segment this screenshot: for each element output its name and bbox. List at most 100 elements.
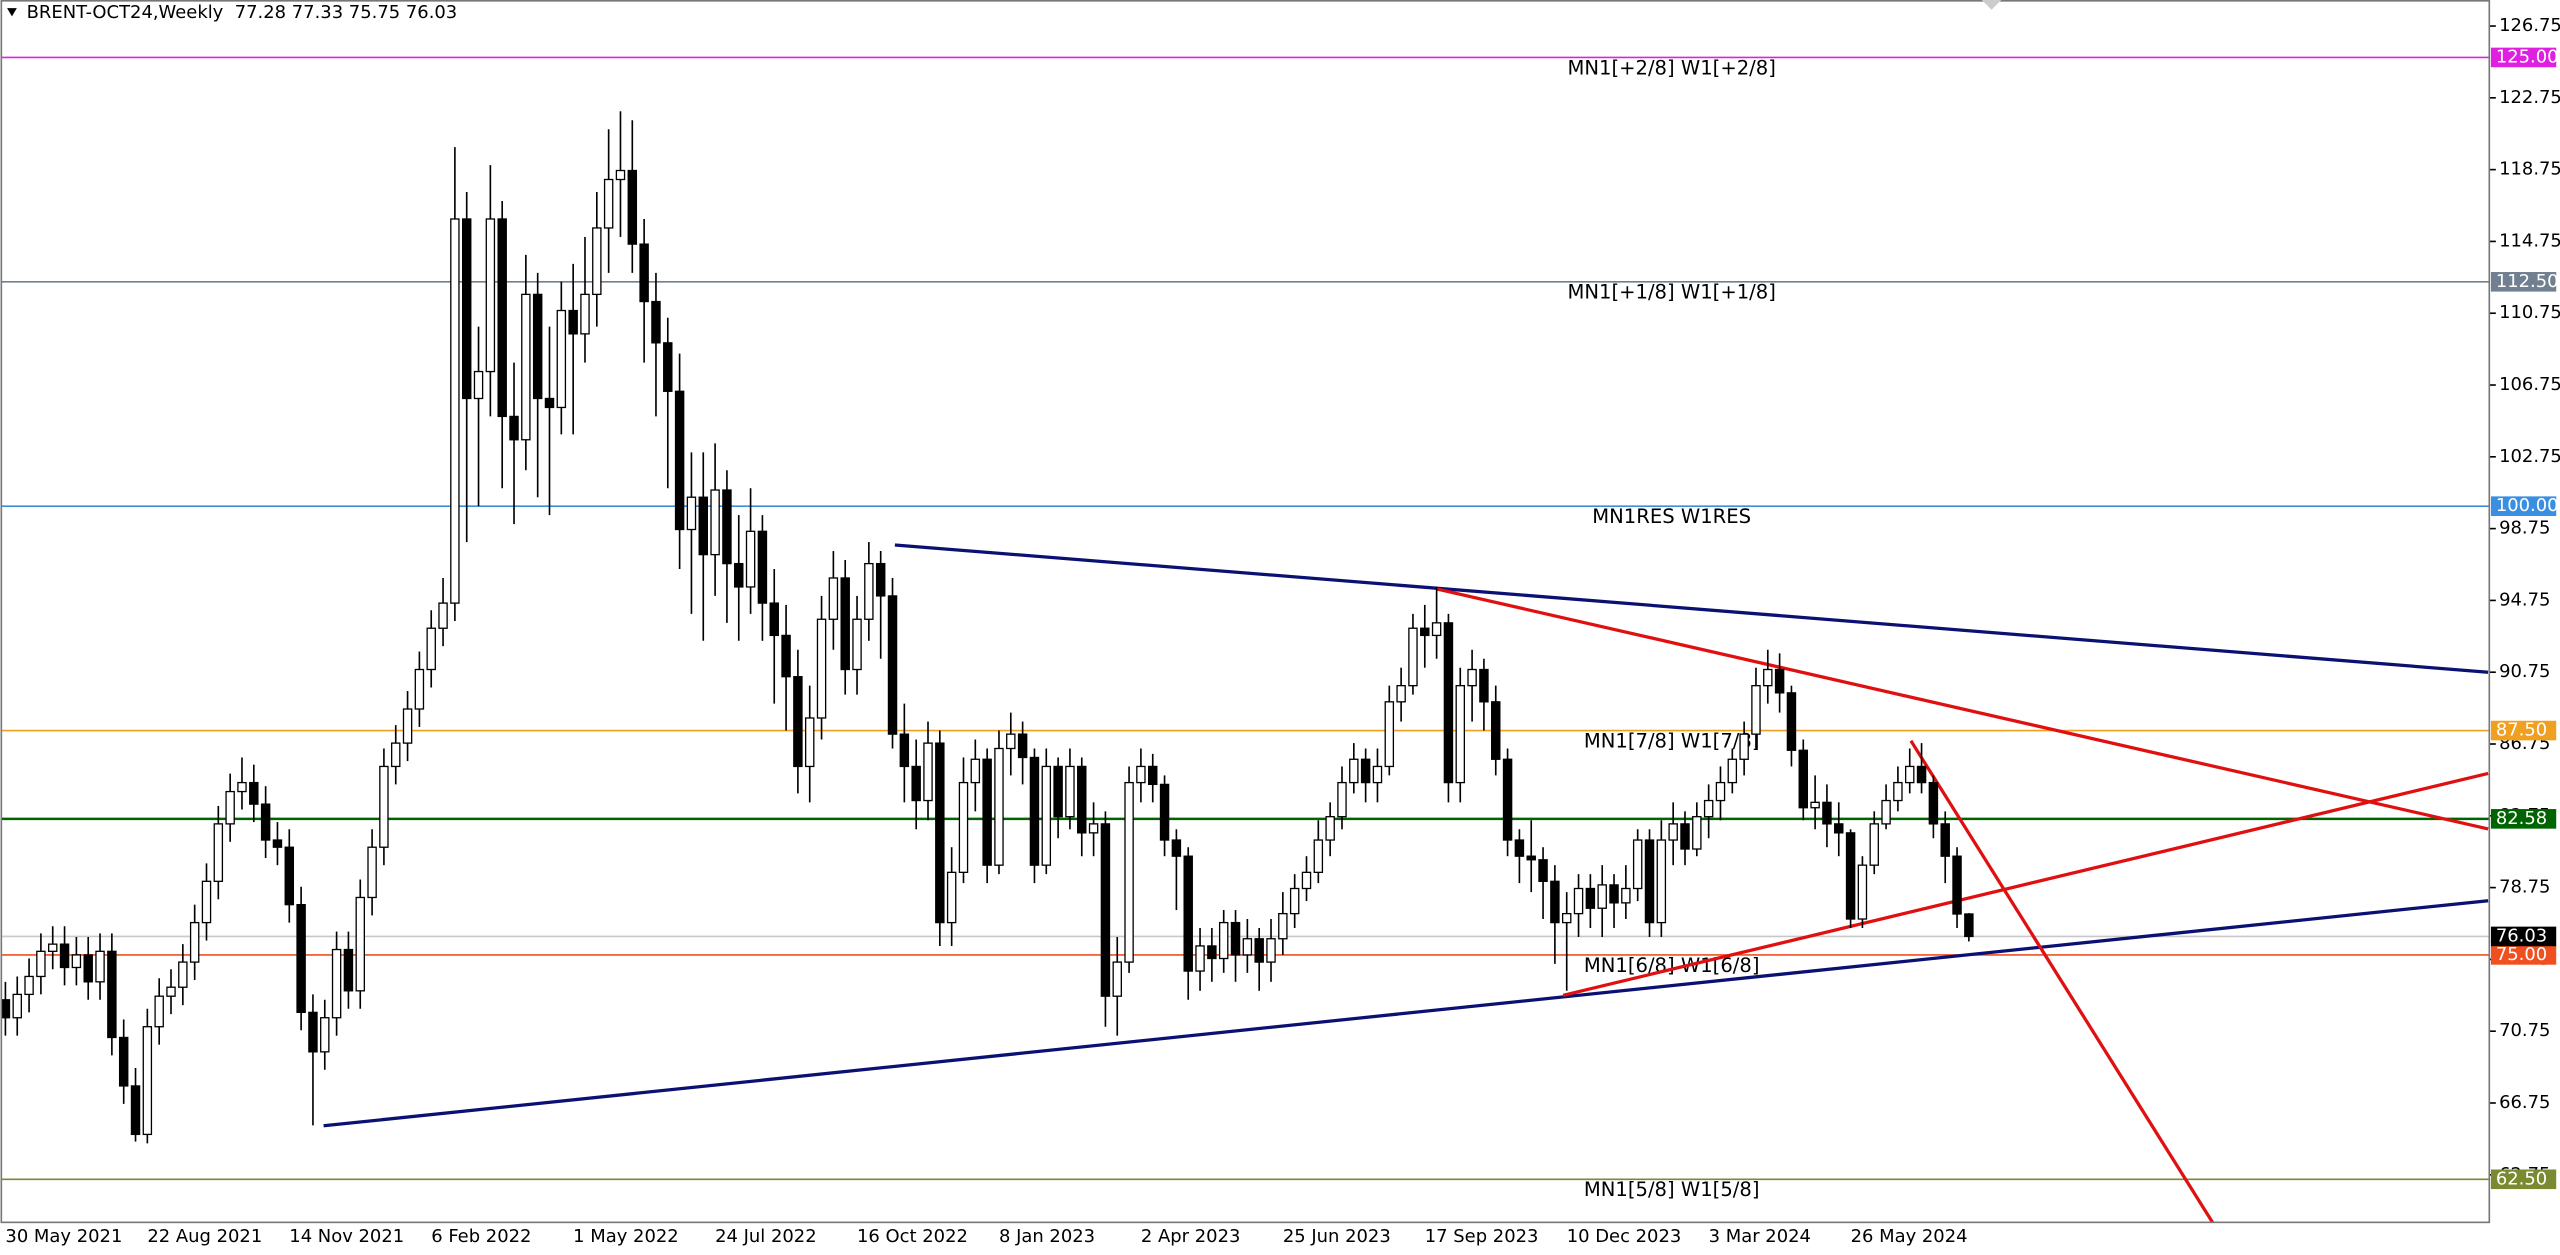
candle-body — [24, 975, 34, 996]
candle-body — [1893, 781, 1903, 802]
x-tick-label: 30 May 2021 — [5, 1226, 122, 1247]
candle-body — [1254, 938, 1264, 963]
candle-body — [521, 293, 531, 441]
candle-body — [1171, 839, 1182, 857]
candle-body — [734, 562, 744, 588]
candle-body — [994, 747, 1004, 866]
candle-body — [1396, 685, 1406, 703]
candle-body — [1609, 884, 1619, 904]
price-box-label: 75.00 — [2496, 944, 2547, 965]
candle-body — [1798, 749, 1809, 809]
plot-frame — [0, 0, 2491, 1224]
plot-area: MN1[+2/8] W1[+2/8] MN1[+1/8] W1[+1/8] MN1R… — [0, 56, 2490, 1223]
y-tick-label: 70.75 — [2499, 1020, 2550, 1041]
candle-body — [1845, 832, 1856, 920]
candle-body — [1822, 801, 1832, 825]
candle-body — [1420, 627, 1430, 637]
y-tick-label: 78.75 — [2499, 877, 2550, 898]
x-tick-label: 6 Feb 2022 — [431, 1226, 531, 1247]
candle-body — [1703, 799, 1714, 818]
candle-body — [1491, 701, 1501, 760]
candle-body — [970, 758, 981, 784]
candle-body — [899, 733, 910, 768]
candle-body — [1301, 871, 1312, 890]
candle-body — [793, 676, 803, 768]
candle-body — [1266, 938, 1276, 963]
y-tick-label: 66.75 — [2499, 1092, 2550, 1113]
candle-body — [1431, 622, 1442, 637]
candle-body — [1230, 921, 1241, 956]
candle-body — [1467, 668, 1477, 687]
x-tick-label: 1 May 2022 — [573, 1226, 679, 1247]
candle-body — [935, 742, 945, 924]
y-tick-label: 94.75 — [2499, 589, 2550, 610]
price-box-label: 100.00 — [2496, 495, 2559, 516]
level-text: MN1[+1/8] W1[+1/8] — [1567, 281, 1775, 304]
candle-body — [1053, 765, 1063, 818]
y-tick-label: 90.75 — [2499, 661, 2550, 682]
price-box-label: 62.50 — [2496, 1168, 2547, 1189]
candle-body — [272, 839, 283, 848]
x-tick-label: 25 Jun 2023 — [1283, 1226, 1391, 1247]
x-tick-label: 2 Apr 2023 — [1141, 1226, 1241, 1247]
candle-body — [1136, 765, 1146, 784]
price-box — [2490, 496, 2557, 516]
candle-body — [674, 390, 685, 531]
candle-body — [958, 781, 969, 873]
candle-body — [627, 169, 638, 245]
candle-body — [142, 1026, 153, 1136]
candle-body — [1384, 701, 1395, 768]
candle-body — [982, 758, 992, 866]
price-box — [2490, 1169, 2557, 1190]
candle-body — [36, 950, 46, 978]
candle-body — [343, 948, 354, 992]
x-tick-label: 17 Sep 2023 — [1425, 1226, 1539, 1247]
y-tick-label: 98.75 — [2499, 518, 2550, 539]
candle-body — [745, 530, 756, 588]
trendline — [1562, 771, 2489, 997]
menu-triangle[interactable] — [7, 8, 17, 17]
y-tick-label: 106.75 — [2499, 374, 2560, 395]
candle-body — [178, 961, 188, 988]
candle-body — [1727, 758, 1738, 784]
candle-body — [816, 618, 827, 719]
candle-body — [603, 178, 614, 229]
candle-body — [1017, 733, 1028, 759]
candle-body — [1692, 816, 1702, 850]
candle-body — [284, 846, 295, 906]
candle-body — [532, 293, 543, 400]
x-tick-label: 10 Dec 2023 — [1567, 1226, 1682, 1247]
candle-body — [12, 993, 22, 1019]
candle-body — [485, 218, 496, 373]
level-text: MN1[+2/8] W1[+2/8] — [1567, 56, 1775, 79]
level-text: MN1[6/8] W1[6/8] — [1584, 954, 1760, 977]
price-box — [2490, 926, 2557, 947]
candle-body — [1656, 839, 1667, 924]
candle-body — [237, 781, 247, 793]
candle-body — [1632, 839, 1643, 890]
candle-body — [95, 950, 105, 983]
candle-body — [923, 742, 933, 802]
candle-body — [911, 765, 921, 802]
candle-body — [118, 1036, 129, 1087]
y-tick-label: 122.75 — [2499, 87, 2560, 108]
candle-body — [1065, 765, 1075, 818]
trendline — [323, 899, 2489, 1128]
price-box — [2490, 47, 2557, 68]
candle-body — [402, 708, 413, 744]
x-tick-label: 3 Mar 2024 — [1709, 1226, 1811, 1247]
candle-body — [887, 595, 898, 735]
level-text: MN1RES W1RES — [1592, 505, 1751, 528]
price-box-label: 76.03 — [2496, 925, 2547, 946]
candle-body — [1041, 765, 1052, 866]
candle-body — [556, 309, 567, 409]
candle-body — [615, 169, 626, 181]
y-tick-label: 102.75 — [2499, 446, 2560, 467]
candle-body — [213, 823, 224, 882]
candle-body — [1349, 758, 1359, 784]
candle-body — [580, 293, 590, 335]
candle-body — [1928, 781, 1939, 825]
x-tick-label: 14 Nov 2021 — [289, 1226, 404, 1247]
